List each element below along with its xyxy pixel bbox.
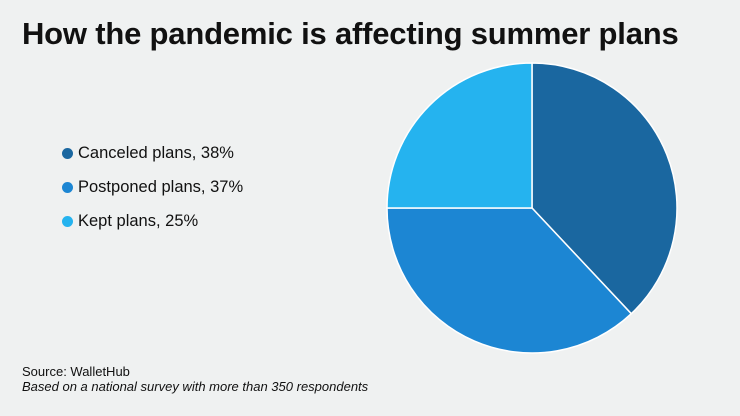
pie-slice <box>386 207 633 354</box>
legend-label: Kept plans, 25% <box>78 211 199 230</box>
note-text: Based on a national survey with more tha… <box>22 379 369 394</box>
legend-label: Canceled plans, 38% <box>78 143 234 162</box>
legend-item: Canceled plans, 38% <box>62 136 243 170</box>
legend-swatch <box>62 181 73 193</box>
chart-title: How the pandemic is affecting summer pla… <box>22 16 679 51</box>
legend-item: Kept plans, 25% <box>62 204 243 238</box>
legend-swatch <box>62 147 73 159</box>
legend-item: Postponed plans, 37% <box>62 170 243 204</box>
source-text: Source: WalletHub <box>22 364 130 379</box>
legend-swatch <box>62 215 73 227</box>
pie-slice <box>386 62 533 209</box>
pie-slice <box>531 62 678 315</box>
legend-label: Postponed plans, 37% <box>78 177 244 196</box>
legend: Canceled plans, 38% Postponed plans, 37% K… <box>62 136 243 238</box>
